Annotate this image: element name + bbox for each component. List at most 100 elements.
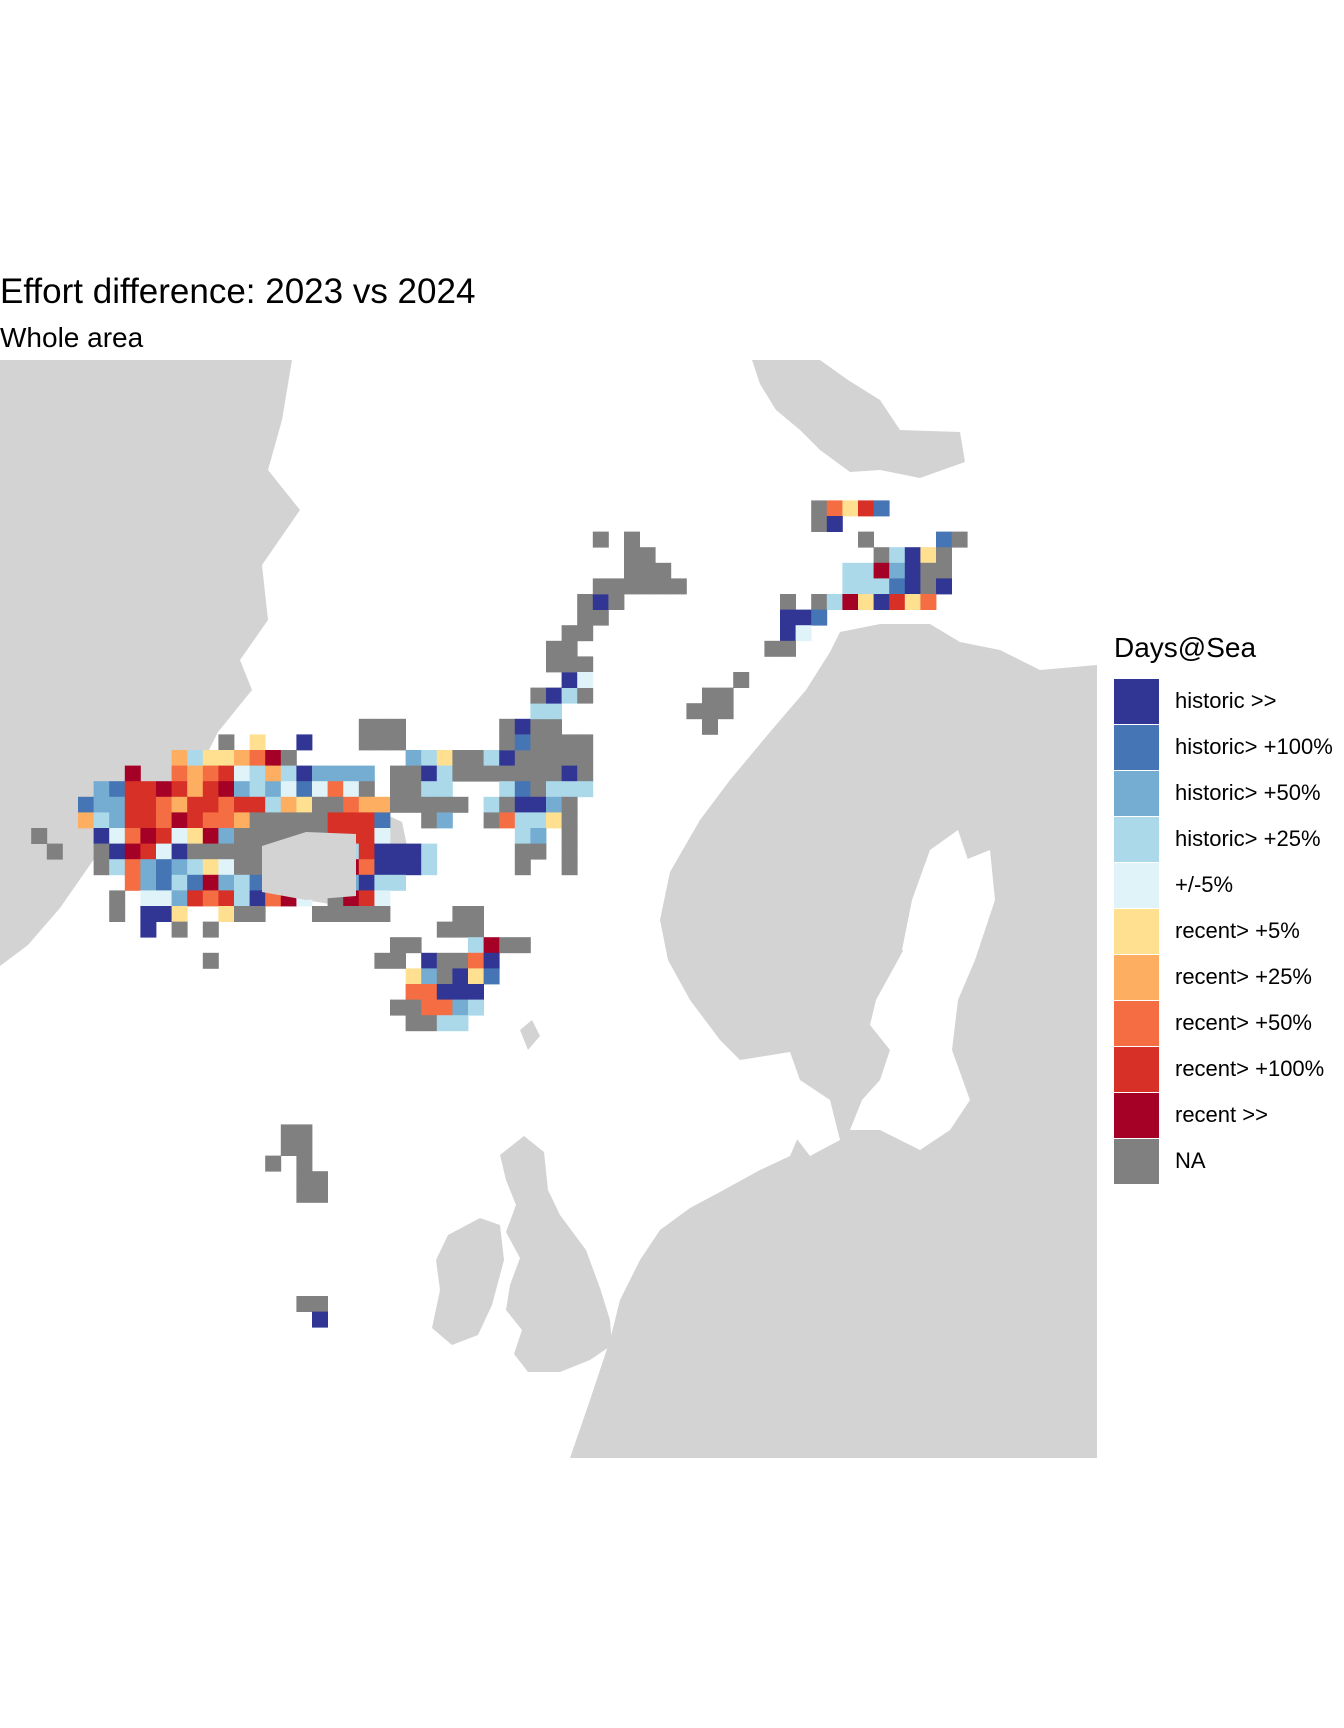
effort-cell (858, 578, 874, 595)
effort-cell (296, 765, 313, 782)
effort-cell (421, 843, 438, 860)
effort-cell (920, 547, 937, 564)
effort-cell (624, 578, 640, 595)
effort-cell (936, 531, 952, 548)
effort-cell (358, 906, 375, 922)
effort-cell (93, 796, 110, 813)
legend-item-recent-25: recent> +25% (1114, 954, 1333, 1000)
effort-cell (452, 906, 469, 922)
effort-cell (109, 812, 126, 829)
effort-cell (530, 843, 547, 860)
effort-cell (405, 999, 422, 1016)
effort-cell (171, 906, 188, 922)
effort-cell (374, 828, 391, 844)
effort-cell (514, 734, 531, 751)
legend-swatch (1114, 908, 1159, 954)
effort-cell (156, 781, 172, 798)
effort-cell (405, 796, 422, 813)
legend-swatch (1114, 862, 1159, 908)
effort-cell (873, 500, 890, 517)
effort-cell (343, 906, 360, 922)
effort-cell (405, 750, 422, 766)
legend-items: historic >> historic> +100% historic> +5… (1114, 678, 1333, 1184)
effort-cell (608, 578, 625, 595)
effort-cell (499, 781, 516, 798)
effort-cell (280, 1124, 297, 1141)
effort-cell (78, 812, 94, 829)
effort-cell (327, 781, 344, 798)
effort-cell (483, 765, 500, 782)
effort-cell (280, 812, 297, 829)
effort-cell (109, 796, 126, 813)
effort-cell (904, 578, 921, 595)
effort-cell (436, 1015, 453, 1032)
effort-cell (936, 547, 952, 564)
effort-cell (530, 828, 547, 844)
effort-cell (343, 765, 360, 782)
effort-cell (546, 640, 562, 657)
effort-cell (483, 750, 500, 766)
effort-grid-layer (31, 500, 968, 1328)
effort-cell (655, 578, 672, 595)
effort-cell (78, 796, 94, 813)
effort-cell (561, 687, 578, 704)
effort-cell (124, 812, 141, 829)
effort-cell (530, 734, 547, 751)
effort-cell (702, 687, 718, 704)
effort-cell (452, 952, 469, 969)
effort-cell (561, 640, 578, 657)
effort-cell (936, 578, 952, 595)
effort-cell (530, 687, 547, 704)
effort-cell (140, 843, 157, 860)
effort-cell (889, 594, 906, 610)
effort-cell (93, 859, 110, 876)
effort-cell (358, 765, 375, 782)
legend-item-neutral: +/-5% (1114, 862, 1333, 908)
effort-cell (936, 562, 952, 579)
effort-cell (374, 890, 391, 907)
effort-cell (343, 812, 360, 829)
effort-cell (436, 781, 453, 798)
effort-cell (452, 796, 469, 813)
map-panel (0, 360, 1097, 1458)
effort-cell (904, 594, 921, 610)
effort-cell (499, 765, 516, 782)
effort-cell (109, 859, 126, 876)
effort-cell (483, 937, 500, 954)
effort-cell (546, 796, 562, 813)
effort-cell (249, 796, 266, 813)
legend-item-historic-100: historic> +100% (1114, 724, 1333, 770)
effort-cell (842, 562, 859, 579)
effort-cell (639, 578, 656, 595)
effort-cell (468, 921, 484, 938)
effort-cell (234, 874, 250, 891)
effort-cell (358, 718, 375, 735)
effort-cell (249, 765, 266, 782)
effort-cell (93, 843, 110, 860)
effort-cell (530, 796, 547, 813)
effort-cell (873, 562, 890, 579)
effort-cell (452, 968, 469, 985)
effort-cell (156, 906, 172, 922)
effort-cell (561, 796, 578, 813)
effort-cell (296, 1140, 313, 1156)
legend-label: NA (1175, 1148, 1206, 1173)
effort-cell (514, 796, 531, 813)
legend-item-recent-100: recent> +100% (1114, 1046, 1333, 1092)
effort-cell (561, 765, 578, 782)
effort-cell (187, 750, 204, 766)
effort-cell (733, 672, 750, 688)
landmass-svalbard (752, 360, 965, 478)
effort-cell (234, 812, 250, 829)
effort-cell (218, 812, 235, 829)
effort-cell (561, 625, 578, 642)
effort-cell (358, 874, 375, 891)
landmass-iceland-interior (262, 832, 356, 900)
effort-cell (218, 734, 235, 751)
landmass-ireland (432, 1218, 504, 1345)
effort-cell (468, 968, 484, 985)
effort-cell (421, 750, 438, 766)
effort-cell (171, 812, 188, 829)
effort-cell (452, 750, 469, 766)
effort-cell (31, 828, 48, 844)
